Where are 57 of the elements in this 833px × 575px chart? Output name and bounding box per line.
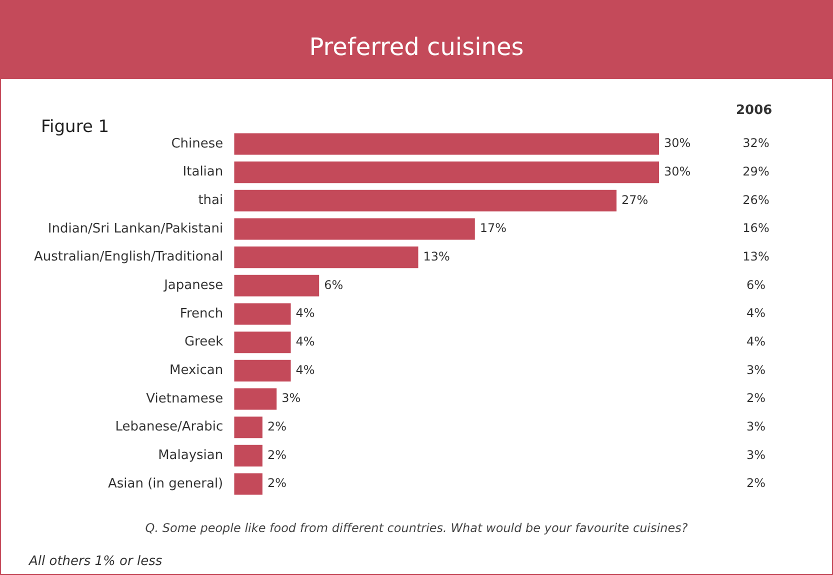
bar	[234, 416, 262, 438]
bar	[234, 218, 475, 240]
text: All others 1% or less	[29, 554, 162, 569]
bar	[234, 473, 262, 495]
bar	[234, 133, 659, 155]
bar	[234, 360, 291, 382]
data-label: 17%	[480, 221, 507, 236]
data-label: 4%	[296, 306, 315, 320]
data-label: 2%	[267, 419, 286, 434]
bar	[234, 303, 291, 325]
text: 6%	[746, 278, 766, 292]
data-label: 4%	[296, 334, 315, 348]
data-label: 6%	[324, 278, 344, 292]
bar	[234, 274, 320, 296]
y-tick-label: Asian (in general)	[108, 476, 224, 492]
text: 3%	[746, 362, 766, 377]
bar	[234, 190, 617, 212]
y-tick-label: Lebanese/Arabic	[115, 420, 224, 435]
y-tick-label: Malaysian	[158, 448, 224, 464]
text: 3%	[746, 419, 766, 434]
text: 29%	[742, 164, 770, 178]
data-label: 4%	[296, 362, 315, 377]
bar	[234, 332, 291, 354]
text: Figure 1	[41, 117, 110, 137]
text: 2%	[746, 391, 766, 406]
text: 2%	[746, 476, 766, 490]
data-label: 13%	[423, 249, 450, 264]
data-label: 2%	[267, 476, 286, 490]
data-label: 30%	[664, 136, 691, 150]
text: 32%	[742, 136, 770, 150]
text: 4%	[746, 334, 766, 348]
y-tick-label: Australian/English/Traditional	[34, 250, 224, 265]
text: 13%	[742, 249, 770, 264]
text: 26%	[742, 192, 770, 207]
y-tick-label: French	[180, 306, 224, 322]
data-label: 27%	[622, 192, 648, 207]
y-tick-label: Vietnamese	[146, 391, 224, 406]
text: 2006	[736, 103, 772, 118]
chart-title: Preferred cuisines	[1, 1, 832, 79]
y-tick-label: Indian/Sri Lankan/Pakistani	[48, 221, 224, 236]
bar	[234, 444, 262, 466]
y-tick-label: Greek	[184, 334, 224, 350]
y-tick-label: Chinese	[171, 136, 224, 152]
text: 4%	[746, 306, 766, 320]
y-tick-label: Mexican	[169, 363, 224, 378]
y-tick-label: Japanese	[163, 278, 224, 294]
bar	[234, 162, 659, 184]
text: 3%	[746, 448, 766, 462]
data-label: 2%	[267, 448, 286, 462]
bar	[234, 388, 277, 410]
text: Q. Some people like food from different countries. What would be your favourite cuisines?	[144, 521, 689, 535]
text: 16%	[742, 221, 770, 236]
data-label: 3%	[282, 391, 301, 406]
y-tick-label: thai	[198, 193, 224, 208]
y-tick-label: Italian	[182, 164, 224, 180]
data-label: 30%	[664, 164, 691, 178]
bar	[234, 246, 418, 268]
